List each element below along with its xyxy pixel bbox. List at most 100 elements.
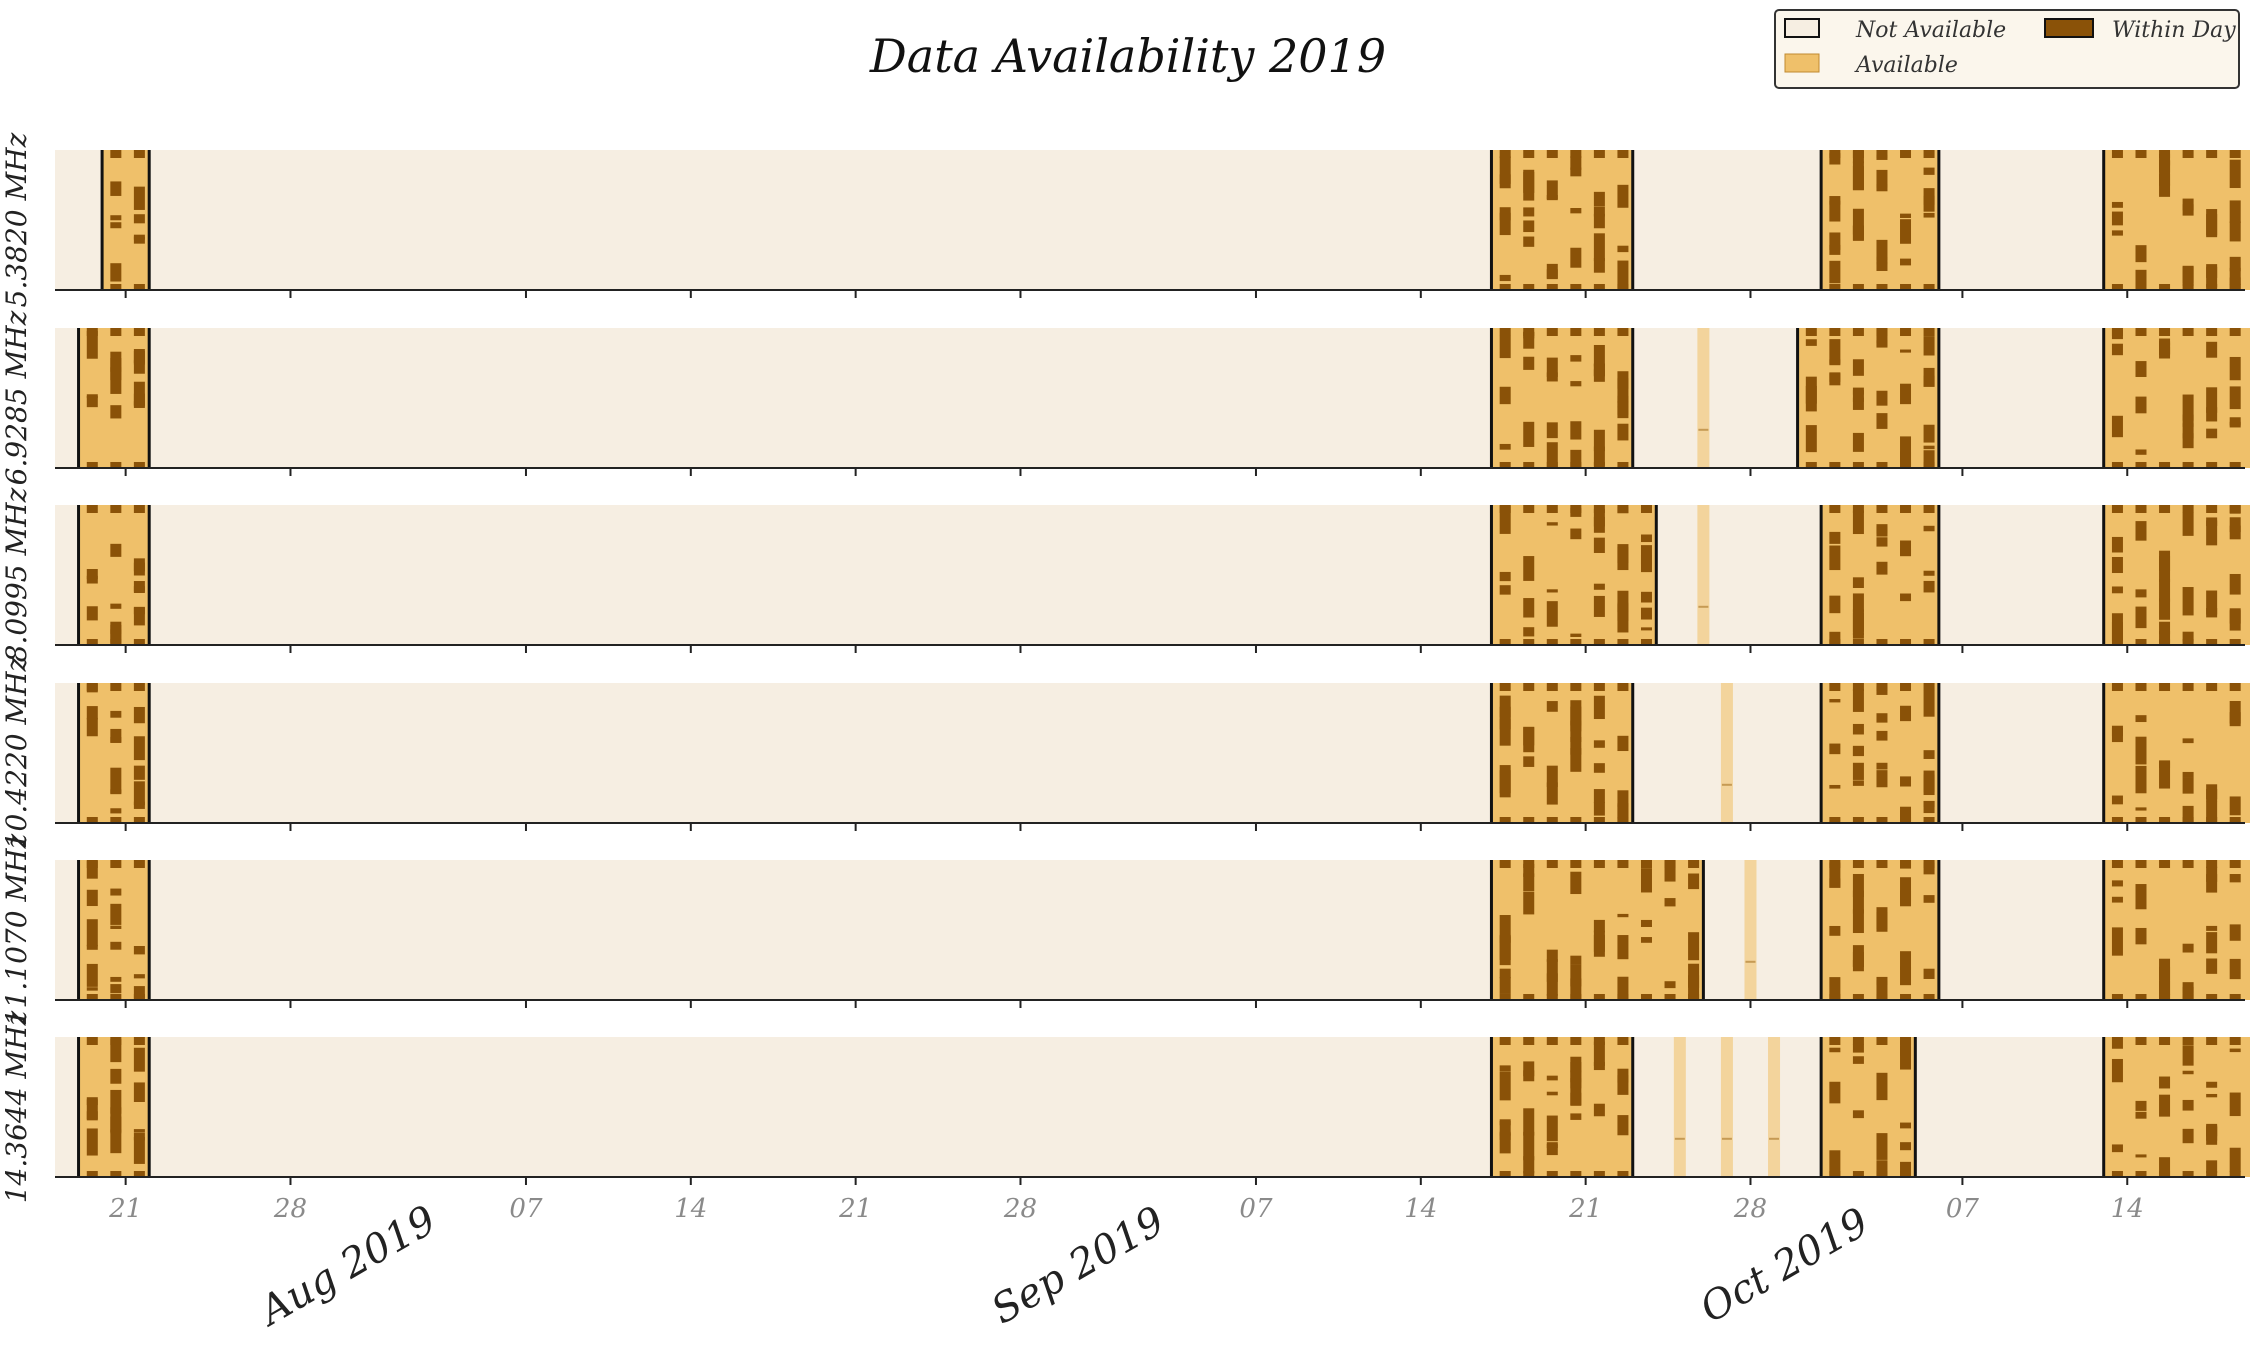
within-day-mark <box>2182 1070 2194 1075</box>
within-day-mark <box>1923 580 1935 593</box>
within-day-mark <box>1852 166 1864 190</box>
within-day-mark <box>1593 695 1605 720</box>
within-day-mark <box>1617 546 1629 564</box>
within-day-mark <box>1523 860 1535 868</box>
within-day-mark <box>110 767 122 794</box>
within-day-mark <box>1923 994 1935 1000</box>
within-day-mark <box>2111 462 2123 468</box>
within-day-mark <box>1499 156 1511 184</box>
within-day-mark <box>1876 980 1888 1000</box>
within-day-mark <box>1593 150 1605 158</box>
within-day-mark <box>2159 341 2171 355</box>
month-label: Oct 2019 <box>1693 1199 1877 1332</box>
within-day-mark <box>86 606 98 621</box>
within-day-mark <box>110 1039 122 1063</box>
within-day-mark <box>2135 521 2147 541</box>
within-day-mark <box>1829 531 1841 544</box>
within-day-mark <box>1523 236 1535 247</box>
within-day-mark <box>1593 740 1605 748</box>
within-day-mark <box>133 284 145 290</box>
within-day-mark <box>1593 763 1605 773</box>
available-block <box>1491 328 1633 468</box>
within-day-mark <box>1546 328 1558 336</box>
within-day-mark <box>1640 545 1652 573</box>
within-day-mark <box>1617 184 1629 208</box>
x-tick-label: 28 <box>273 1194 307 1224</box>
within-day-mark <box>110 710 122 718</box>
available-block <box>2103 1037 2250 1177</box>
within-day-mark <box>1900 817 1912 823</box>
within-day-mark <box>1523 817 1535 823</box>
within-day-mark <box>1876 907 1888 932</box>
within-day-mark <box>110 367 122 394</box>
within-day-mark <box>1523 639 1535 645</box>
within-day-mark <box>2111 328 2123 336</box>
within-day-mark <box>1593 583 1605 590</box>
within-day-mark <box>133 328 145 336</box>
within-day-mark <box>1570 355 1582 362</box>
within-day-mark <box>1829 878 1841 888</box>
within-day-mark <box>1617 423 1629 441</box>
within-day-mark <box>1593 595 1605 617</box>
within-day-mark <box>1640 505 1652 513</box>
within-day-mark <box>1900 462 1912 468</box>
within-day-mark <box>1546 1091 1558 1096</box>
within-day-mark <box>2206 784 2218 800</box>
within-day-mark <box>2206 214 2218 236</box>
within-day-mark <box>2206 958 2218 974</box>
within-day-mark <box>2229 1048 2241 1053</box>
within-day-mark <box>2229 221 2241 242</box>
within-day-mark <box>1852 860 1864 868</box>
within-day-mark <box>2111 586 2123 594</box>
within-day-mark <box>1546 442 1558 468</box>
within-day-mark <box>1900 639 1912 645</box>
within-day-mark <box>1852 284 1864 290</box>
within-day-mark <box>110 505 122 513</box>
within-day-mark <box>1852 510 1864 535</box>
within-day-mark <box>1499 1065 1511 1072</box>
within-day-mark <box>2135 505 2147 513</box>
within-day-mark <box>2135 589 2147 598</box>
within-day-mark <box>86 706 98 720</box>
within-day-mark <box>1499 683 1511 691</box>
panel-label: 14.3644 MHz <box>0 1010 33 1203</box>
within-day-mark <box>2206 264 2218 278</box>
within-day-mark <box>2229 860 2241 868</box>
within-day-mark <box>133 236 145 244</box>
within-day-mark <box>1829 1150 1841 1177</box>
within-day-mark <box>2159 966 2171 995</box>
within-day-mark <box>1593 462 1605 468</box>
x-tick-label: 14 <box>1404 1194 1437 1224</box>
within-day-mark <box>1593 930 1605 957</box>
within-day-mark <box>1570 633 1582 637</box>
within-day-mark <box>1546 1037 1558 1045</box>
within-day-mark <box>1499 1120 1511 1140</box>
partial-day-tick <box>1698 605 1709 608</box>
within-day-mark <box>1617 462 1629 468</box>
within-day-mark <box>1900 951 1912 970</box>
within-day-mark <box>1570 748 1582 772</box>
within-day-mark <box>86 987 98 991</box>
within-day-mark <box>1664 860 1676 868</box>
within-day-mark <box>2229 700 2241 724</box>
within-day-mark <box>110 1089 122 1114</box>
within-day-mark <box>1829 699 1841 703</box>
within-day-mark <box>1617 639 1629 645</box>
within-day-mark <box>1593 257 1605 273</box>
within-day-mark <box>2135 749 2147 758</box>
within-day-mark <box>1499 443 1511 450</box>
within-day-mark <box>1617 976 1629 1000</box>
within-day-mark <box>1900 150 1912 158</box>
within-day-mark <box>1499 718 1511 746</box>
available-block <box>1491 683 1633 823</box>
legend-box <box>1774 9 2240 89</box>
within-day-mark <box>1617 913 1629 918</box>
within-day-mark <box>2182 683 2194 691</box>
within-day-mark <box>133 505 145 513</box>
within-day-mark <box>2159 184 2171 197</box>
within-day-mark <box>1852 462 1864 468</box>
within-day-mark <box>2206 462 2218 468</box>
within-day-mark <box>1876 1037 1888 1045</box>
within-day-mark <box>1852 1037 1864 1045</box>
within-day-mark <box>1593 802 1605 816</box>
